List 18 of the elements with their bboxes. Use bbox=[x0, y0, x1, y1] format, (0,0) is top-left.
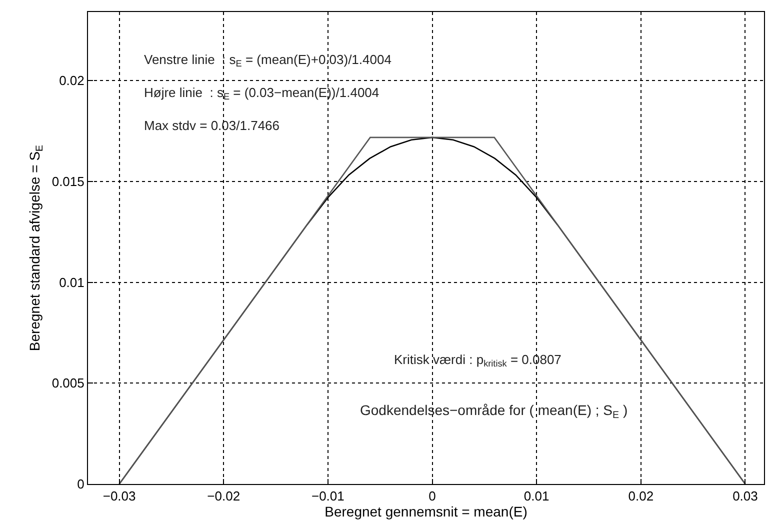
annotation: Godkendelses−område for ( mean(E) ; S$_{E}$ ) bbox=[360, 402, 628, 421]
y-tick-label: 0.01 bbox=[59, 274, 84, 290]
x-tick-label: 0.03 bbox=[732, 488, 758, 504]
annotation: Venstre linie : s$_{E}$ = (mean(E)+0.03)/1.4004 bbox=[144, 52, 392, 69]
y-tick-label: 0 bbox=[77, 476, 84, 492]
y-tick-label: 0.005 bbox=[52, 376, 84, 391]
x-tick-label: 0.01 bbox=[524, 488, 550, 504]
y-tick-label: 0.02 bbox=[59, 73, 84, 88]
x-tick-label: −0.03 bbox=[102, 488, 136, 504]
x-tick-label: 0 bbox=[428, 488, 436, 504]
annotation: Højre linie : s$_{E}$ = (0.03−mean(E))/1.4004 bbox=[144, 85, 380, 102]
x-tick-label: 0.02 bbox=[628, 488, 654, 504]
x-axis-title: Beregnet gennemsnit = mean(E) bbox=[324, 504, 528, 520]
y-tick-label: 0.015 bbox=[52, 174, 84, 189]
annotation: Kritisk værdi : p$_{kritisk}$ = 0.0807 bbox=[394, 352, 562, 369]
x-tick-label: −0.02 bbox=[207, 488, 240, 504]
annotation: Max stdv = 0.03/1.7466 bbox=[144, 118, 280, 133]
x-tick-label: −0.01 bbox=[311, 488, 344, 504]
